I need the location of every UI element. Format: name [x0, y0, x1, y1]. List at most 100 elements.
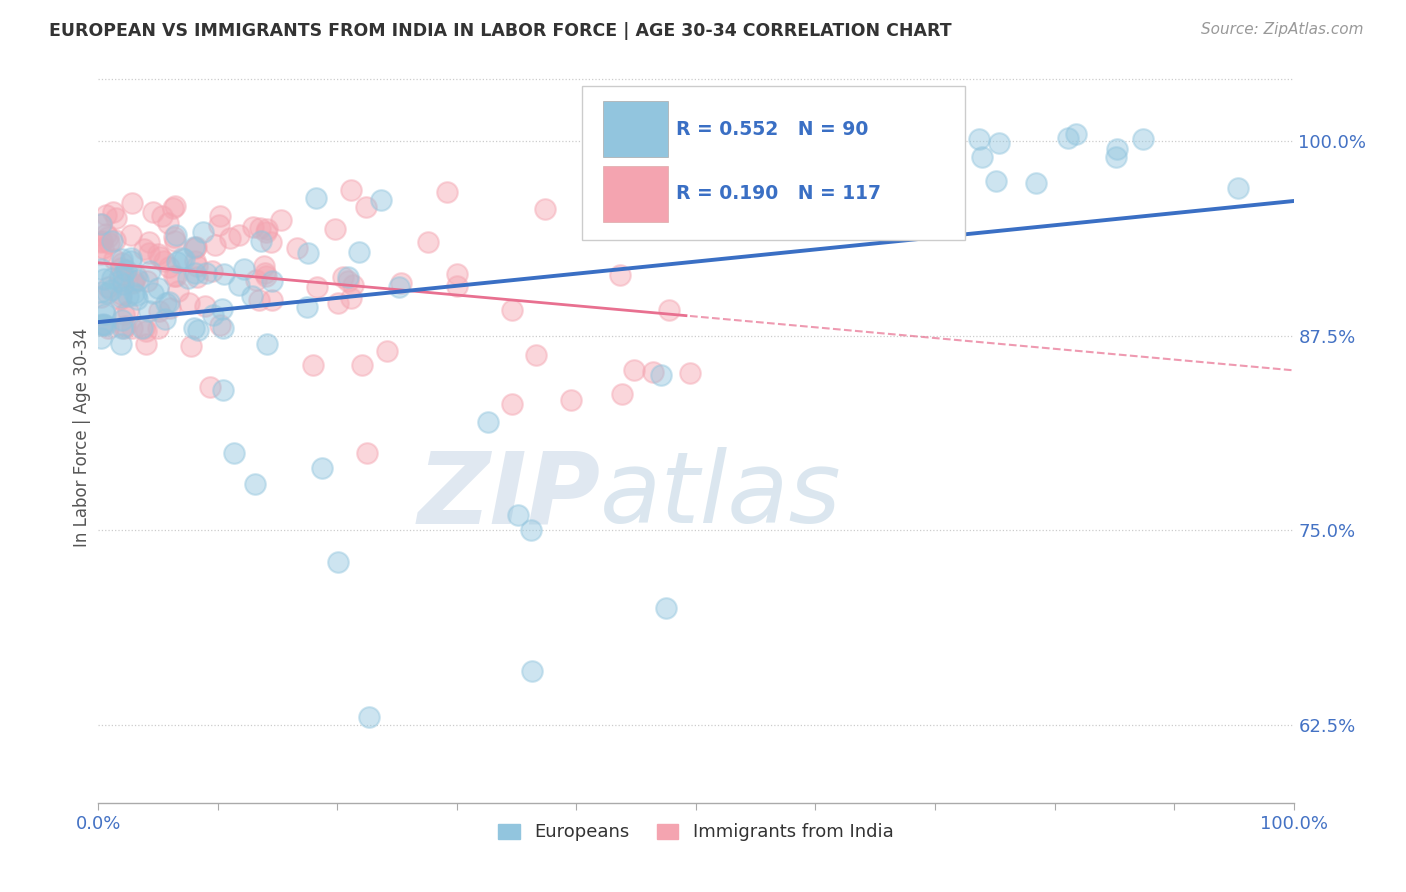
Point	[678, 196, 700, 211]
Point	[90, 247, 112, 261]
Point	[984, 174, 1007, 188]
Point	[245, 273, 267, 287]
Point	[112, 307, 135, 321]
Point	[967, 132, 990, 146]
Point	[131, 321, 153, 335]
Point	[110, 292, 132, 306]
Text: EUROPEAN VS IMMIGRANTS FROM INDIA IN LABOR FORCE | AGE 30-34 CORRELATION CHART: EUROPEAN VS IMMIGRANTS FROM INDIA IN LAB…	[49, 22, 952, 40]
Point	[90, 217, 112, 231]
Point	[1226, 180, 1249, 194]
Point	[96, 227, 118, 242]
Point	[183, 240, 205, 254]
Point	[132, 242, 155, 256]
Point	[534, 202, 557, 216]
Point	[167, 284, 190, 298]
Point	[114, 318, 136, 333]
Point	[249, 221, 271, 235]
Point	[212, 321, 235, 335]
Point	[232, 261, 254, 276]
Point	[90, 261, 112, 276]
Legend: Europeans, Immigrants from India: Europeans, Immigrants from India	[491, 816, 901, 848]
Point	[166, 254, 188, 268]
Point	[179, 295, 201, 310]
Point	[988, 136, 1011, 150]
Point	[121, 321, 143, 335]
FancyBboxPatch shape	[582, 86, 965, 240]
Point	[270, 213, 292, 227]
Point	[132, 321, 155, 335]
Point	[114, 263, 136, 277]
Point	[240, 288, 263, 302]
Point	[609, 268, 631, 282]
Point	[326, 555, 349, 569]
Point	[1105, 150, 1128, 164]
FancyBboxPatch shape	[603, 166, 668, 222]
Point	[146, 281, 169, 295]
Point	[200, 264, 222, 278]
Point	[115, 268, 138, 283]
Point	[519, 524, 541, 538]
Point	[165, 269, 187, 284]
Point	[228, 228, 250, 243]
Point	[641, 365, 664, 379]
Point	[1056, 131, 1078, 145]
Point	[446, 267, 468, 281]
Text: atlas: atlas	[600, 447, 842, 544]
Point	[91, 242, 114, 256]
Point	[157, 295, 180, 310]
Point	[121, 227, 143, 242]
Point	[90, 235, 112, 249]
Point	[202, 308, 225, 322]
Point	[211, 384, 233, 398]
Point	[135, 324, 157, 338]
Point	[200, 380, 222, 394]
Point	[110, 290, 132, 304]
Point	[173, 252, 195, 266]
Point	[347, 244, 370, 259]
Point	[138, 304, 160, 318]
Point	[259, 235, 281, 249]
Point	[93, 318, 115, 333]
Point	[138, 246, 160, 260]
Point	[180, 339, 202, 353]
Point	[218, 231, 240, 245]
Point	[354, 201, 377, 215]
Point	[149, 251, 172, 265]
Point	[610, 387, 633, 401]
Point	[90, 331, 112, 345]
Point	[337, 275, 360, 289]
Point	[121, 195, 143, 210]
Point	[125, 268, 148, 283]
Point	[94, 208, 117, 222]
Point	[110, 336, 132, 351]
Text: R = 0.552   N = 90: R = 0.552 N = 90	[676, 120, 868, 139]
Point	[159, 260, 181, 274]
Point	[359, 710, 381, 724]
Point	[644, 196, 666, 211]
Point	[187, 323, 209, 337]
Point	[93, 272, 115, 286]
Point	[117, 304, 139, 318]
Point	[256, 336, 278, 351]
Point	[155, 296, 177, 310]
Point	[340, 183, 363, 197]
Point	[256, 222, 278, 236]
Point	[104, 211, 127, 225]
Point	[1105, 142, 1128, 156]
Point	[120, 251, 142, 265]
Point	[184, 266, 207, 280]
Point	[658, 303, 681, 318]
Point	[152, 209, 174, 223]
Point	[97, 229, 120, 244]
Point	[153, 312, 176, 326]
Point	[336, 269, 359, 284]
Point	[243, 476, 266, 491]
Point	[388, 280, 411, 294]
Point	[211, 302, 233, 317]
Point	[91, 234, 114, 248]
Point	[446, 279, 468, 293]
Point	[297, 245, 319, 260]
Point	[418, 235, 440, 249]
Point	[520, 664, 543, 678]
Point	[91, 318, 114, 332]
